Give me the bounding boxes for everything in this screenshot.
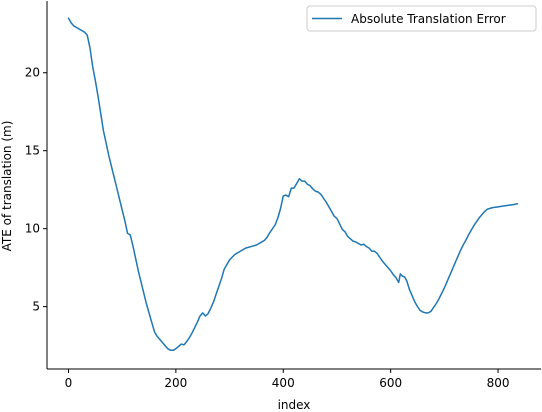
x-axis-label: index [278, 398, 311, 412]
series-layer [67, 17, 519, 352]
x-tick-label: 600 [379, 376, 402, 390]
y-tick-label: 5 [32, 300, 40, 314]
axes [46, 1, 541, 370]
series-line-0 [67, 17, 519, 352]
y-tick-label: 15 [25, 144, 40, 158]
x-tick-label: 800 [487, 376, 510, 390]
y-axis-label: ATE of translation (m) [0, 121, 14, 252]
y-tick-label: 20 [25, 66, 40, 80]
x-tick-label: 0 [65, 376, 73, 390]
y-ticks: 5 10 15 20 [25, 66, 47, 314]
legend-box [306, 5, 537, 32]
legend: Absolute Translation Error [306, 5, 537, 32]
x-tick-label: 400 [272, 376, 295, 390]
x-tick-label: 200 [164, 376, 187, 390]
legend-label: Absolute Translation Error [351, 12, 506, 26]
y-tick-label: 10 [25, 222, 40, 236]
x-ticks: 0 200 400 600 800 [65, 369, 510, 390]
